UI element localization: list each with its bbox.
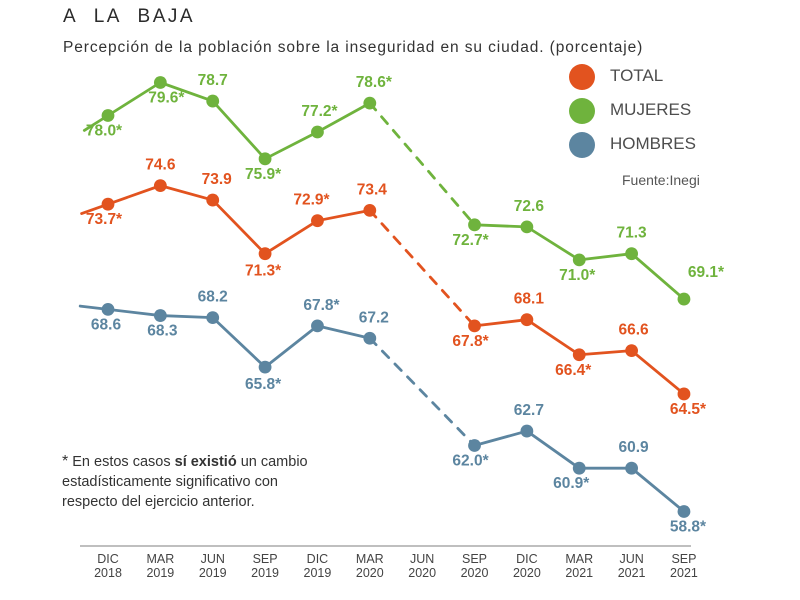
svg-text:60.9*: 60.9*: [553, 475, 590, 492]
svg-text:67.8*: 67.8*: [303, 297, 340, 314]
svg-text:67.2: 67.2: [359, 309, 389, 326]
svg-text:78.7: 78.7: [198, 72, 228, 89]
svg-text:60.9: 60.9: [619, 439, 650, 456]
svg-text:66.6: 66.6: [619, 322, 650, 339]
svg-text:77.2*: 77.2*: [301, 103, 338, 120]
svg-text:65.8*: 65.8*: [245, 376, 282, 393]
svg-text:74.6: 74.6: [145, 157, 176, 174]
svg-text:73.7*: 73.7*: [86, 211, 123, 228]
svg-text:68.3: 68.3: [147, 323, 178, 340]
svg-text:68.1: 68.1: [514, 291, 545, 308]
svg-text:71.0*: 71.0*: [559, 267, 596, 284]
svg-text:71.3*: 71.3*: [245, 263, 282, 280]
svg-text:73.9: 73.9: [202, 171, 233, 188]
svg-text:68.2: 68.2: [198, 289, 228, 306]
svg-text:68.6: 68.6: [91, 316, 122, 333]
svg-text:64.5*: 64.5*: [670, 401, 707, 418]
svg-text:62.7: 62.7: [514, 402, 544, 419]
svg-text:75.9*: 75.9*: [245, 166, 282, 183]
svg-text:72.6: 72.6: [514, 198, 545, 215]
svg-text:72.9*: 72.9*: [293, 192, 330, 209]
svg-text:71.3: 71.3: [617, 225, 648, 242]
svg-text:78.6*: 78.6*: [356, 74, 393, 91]
svg-text:69.1*: 69.1*: [688, 264, 725, 281]
svg-text:66.4*: 66.4*: [555, 362, 592, 379]
svg-text:73.4: 73.4: [357, 181, 388, 198]
svg-text:72.7*: 72.7*: [452, 232, 489, 249]
svg-text:78.0*: 78.0*: [86, 123, 123, 140]
svg-text:67.8*: 67.8*: [452, 333, 489, 350]
svg-text:58.8*: 58.8*: [670, 519, 707, 536]
svg-text:62.0*: 62.0*: [452, 453, 489, 470]
svg-text:79.6*: 79.6*: [148, 90, 185, 107]
